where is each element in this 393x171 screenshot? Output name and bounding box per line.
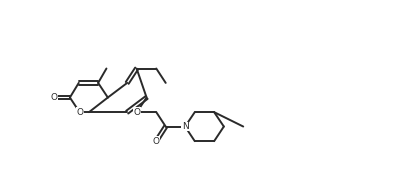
Text: O: O [153, 137, 160, 146]
Text: O: O [76, 108, 83, 117]
Text: N: N [182, 122, 189, 131]
Text: O: O [51, 93, 58, 102]
Text: O: O [133, 108, 140, 117]
